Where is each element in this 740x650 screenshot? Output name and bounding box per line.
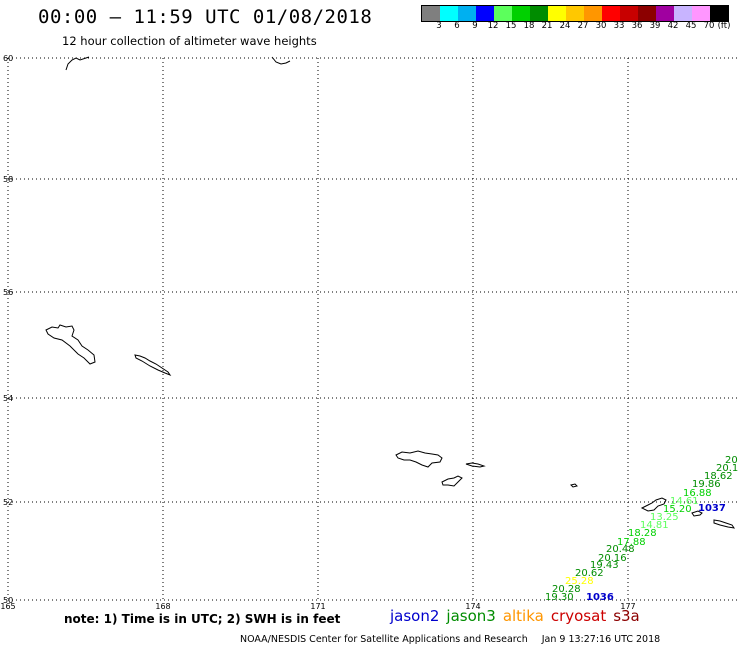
coastline-island [395, 450, 443, 468]
page-title: 00:00 – 11:59 UTC 01/08/2018 [38, 6, 373, 28]
color-scale-label: 15 [505, 21, 517, 31]
satellite-legend-item: jason2 [390, 607, 440, 625]
coastline-island [465, 462, 486, 468]
credit-text: NOAA/NESDIS Center for Satellite Applica… [240, 634, 528, 645]
color-swatch [638, 6, 656, 21]
color-swatch [584, 6, 602, 21]
wave-height-value: 18.62 [704, 471, 733, 482]
satellite-legend: jason2 jason3 altika cryosat s3a [390, 607, 647, 625]
color-scale-label: 30 [595, 21, 607, 31]
latitude-label: 52 [3, 498, 13, 507]
wave-height-value: 20.16 [598, 553, 627, 564]
color-swatch [440, 6, 458, 21]
wave-height-value: 19.30 [545, 592, 574, 603]
color-scale-label: 21 [541, 21, 553, 31]
map-grid [7, 57, 740, 601]
latitude-label: 56 [3, 288, 13, 297]
wave-height-value: 14.81 [640, 520, 669, 531]
longitude-label: 174 [465, 602, 480, 611]
wave-height-value: 16.88 [683, 488, 712, 499]
color-swatch [494, 6, 512, 21]
latitude-label: 50 [3, 596, 13, 605]
color-scale-bar [421, 5, 729, 22]
color-scale-unit: (ft) [717, 21, 731, 31]
longitude-label: 171 [310, 602, 325, 611]
longitude-label: 168 [155, 602, 170, 611]
color-scale-label: 70 [703, 21, 715, 31]
wave-height-value: 20 [725, 455, 738, 466]
color-scale-label: 3 [436, 21, 442, 31]
coastline-island [45, 324, 96, 365]
latitude-label: 54 [3, 394, 13, 403]
satellite-legend-item: cryosat [550, 607, 607, 625]
altimeter-measurements: 1036103719.3020.2825.2820.6219.4320.1620… [545, 455, 738, 603]
coastline-island [640, 497, 667, 512]
color-swatch [656, 6, 674, 21]
wave-height-value: 19.86 [692, 479, 721, 490]
wave-height-value: 13.25 [650, 512, 679, 523]
coastline-island [134, 354, 172, 377]
coastline-island [271, 56, 291, 65]
color-swatch [458, 6, 476, 21]
coastline-island [691, 510, 703, 517]
wave-height-value: 18.28 [628, 528, 657, 539]
color-swatch [476, 6, 494, 21]
color-scale-label: 33 [613, 21, 625, 31]
color-scale-label: 42 [667, 21, 679, 31]
note-text: note: 1) Time is in UTC; 2) SWH is in fe… [64, 612, 341, 626]
page-subtitle: 12 hour collection of altimeter wave hei… [62, 34, 317, 48]
wave-height-value: 20.48 [606, 544, 635, 555]
color-scale-label: 9 [472, 21, 478, 31]
color-swatch [620, 6, 638, 21]
wave-height-value: 14.61 [670, 496, 699, 507]
color-scale-label: 36 [631, 21, 643, 31]
latitude-label: 58 [3, 175, 13, 184]
satellite-legend-item: s3a [613, 607, 640, 625]
wave-height-value: 25.28 [565, 576, 594, 587]
color-scale-label: 39 [649, 21, 661, 31]
credit-line: NOAA/NESDIS Center for Satellite Applica… [240, 634, 660, 645]
latitude-label: 60 [3, 54, 13, 63]
wave-height-value: 20.1 [716, 463, 738, 474]
satellite-legend-item: altika [502, 607, 544, 625]
color-scale-label: 6 [454, 21, 460, 31]
track-label: 1037 [698, 503, 726, 514]
color-swatch [602, 6, 620, 21]
color-swatch [692, 6, 710, 21]
credit-timestamp: Jan 9 13:27:16 UTC 2018 [541, 634, 661, 645]
color-swatch [566, 6, 584, 21]
coastlines [45, 56, 736, 529]
wave-height-value: 19.43 [590, 560, 619, 571]
wave-height-value: 20.62 [575, 568, 604, 579]
color-scale-labels: 3 6 9 12 15 18 21 24 27 30 33 36 39 42 45 70 (ft) [421, 21, 740, 33]
coastline-island [65, 56, 90, 71]
color-scale-label: 27 [577, 21, 589, 31]
color-swatch [512, 6, 530, 21]
color-scale-label: 18 [523, 21, 535, 31]
color-swatch [422, 6, 440, 21]
color-swatch [710, 6, 728, 21]
color-swatch [548, 6, 566, 21]
color-swatch [530, 6, 548, 21]
wave-height-value: 20.28 [552, 584, 581, 595]
satellite-legend-item: jason3 [446, 607, 496, 625]
color-scale-label: 45 [685, 21, 697, 31]
longitude-label: 177 [620, 602, 635, 611]
color-scale-label: 12 [487, 21, 499, 31]
color-scale-label: 24 [559, 21, 571, 31]
coastline-island [570, 483, 578, 488]
wave-height-value: 15.20 [663, 504, 692, 515]
wave-height-value: 17.88 [617, 537, 646, 548]
coastline-island [441, 475, 463, 487]
track-label: 1036 [586, 592, 614, 603]
longitude-label: 165 [0, 602, 15, 611]
coastline-island [713, 519, 736, 529]
color-swatch [674, 6, 692, 21]
